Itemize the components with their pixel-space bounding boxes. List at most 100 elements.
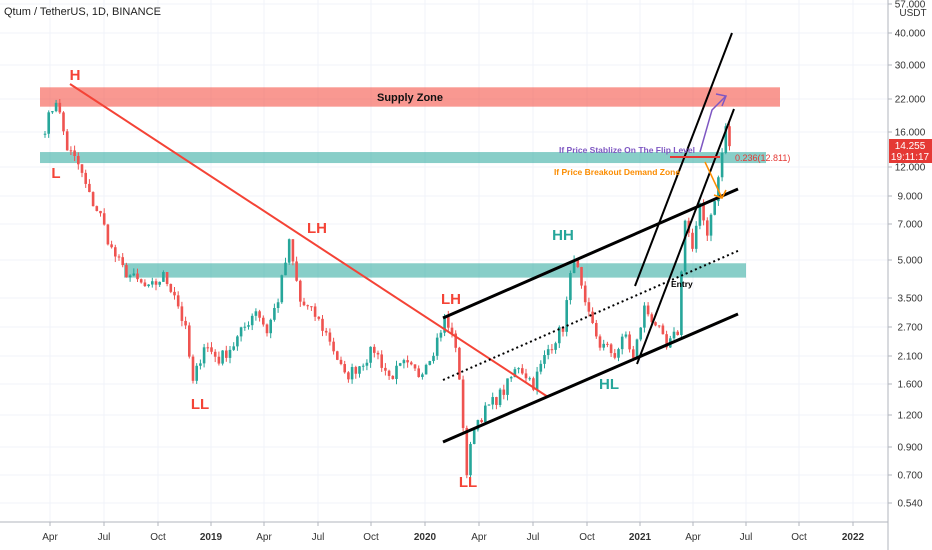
candle-body [184,320,187,326]
candle-body [546,349,550,356]
candle-body [291,239,295,262]
candle-body [191,356,195,381]
candle-body [498,389,502,405]
candle-body [569,273,572,301]
candle-body [635,339,639,358]
candle-body [91,192,95,207]
candle-body [391,375,395,379]
candle-body [276,302,280,308]
candle-body [143,282,147,287]
candle-body [147,284,150,287]
chart-title: Qtum / TetherUS, 1D, BINANCE [4,6,161,18]
candle-body [84,172,87,184]
annotation-text: If Price Breakout Demand Zone [554,167,680,177]
candle-body [484,405,487,423]
y-tick-label: 16.000 [895,128,926,139]
candle-body [77,155,80,165]
x-axis[interactable]: Apr Jul Oct 2019 Apr Jul Oct 2020 Apr Jul Oct 2021 A… [0,521,888,543]
candle-body [395,365,398,379]
breakout-arrow-path [704,161,723,199]
candle-body [576,259,580,268]
candle-body [558,327,561,344]
candle-body [528,378,531,380]
candle-body [672,331,676,339]
candle-body [384,367,387,371]
candle-body [728,126,731,147]
candle-body [506,378,509,395]
grid [0,0,888,522]
y-tick-label: 5.000 [897,256,922,267]
candle-body [162,272,165,282]
candle-body [628,334,631,350]
candle-body [376,352,380,355]
candle-body [554,343,557,350]
y-tick-label: 0.700 [897,471,922,482]
candle-body [206,347,210,349]
candle-body [539,363,543,372]
candle-body [417,368,420,377]
steep-channel-right [636,108,735,365]
candle-body [265,324,269,334]
y-axis[interactable]: 57.000 40.000 30.000 22.000 16.000 12.000 9.00… [887,0,932,550]
candle-body [583,285,587,303]
candle-body [617,349,620,358]
candle-body [317,316,321,319]
candle-body [110,244,113,248]
candle-body [287,239,291,263]
candle-body [513,369,517,378]
candle-body [472,429,476,444]
candle-body [221,350,224,364]
candle-body [595,322,598,337]
candle-body [491,397,494,405]
candle-body [373,346,376,353]
candle-body [535,371,539,390]
candle-body [310,306,313,308]
y-axis-bg [888,0,932,550]
candle-body [598,336,602,348]
candle-body [154,281,158,285]
y-tick-label: 22.000 [895,95,926,106]
pivot-label: H [70,67,81,84]
candle-body [350,367,354,380]
y-axis-unit: USDT [899,8,926,19]
candle-body [347,372,350,380]
candle-body [657,325,661,327]
y-tick-label: 30.000 [895,61,926,72]
candle-body [665,334,668,348]
x-tick-label: Jul [98,532,111,543]
candle-body [343,364,346,373]
candle-body [65,131,69,151]
candle-body [620,336,624,350]
y-tick-label: 0.900 [897,443,922,454]
candle-body [517,368,520,370]
candle-body [324,330,328,333]
candle-body [487,404,491,406]
candle-body [69,150,73,152]
candle-body [262,317,265,325]
annotation-text: If Price Stablize On The Flip Level [559,145,695,155]
candle-body [51,111,54,113]
candle-body [454,333,457,348]
candle-body [176,295,180,307]
candle-body [580,267,583,286]
candle-body [228,349,232,358]
candle-body [424,364,428,375]
stabilize-arrow-head [715,93,728,107]
candle-body [720,152,724,178]
pivot-label: LH [307,220,327,237]
candle-body [299,280,302,302]
candle-body [217,356,221,364]
candle-body [173,291,176,296]
candles [43,98,731,479]
y-tick-label: 3.500 [897,294,922,305]
candle-body [698,203,702,226]
x-tick-label: Jul [740,532,753,543]
x-tick-label: 2022 [842,532,865,543]
candle-body [117,256,121,258]
candle-body [247,325,250,327]
y-tick-label: 57.000 [895,0,926,11]
candle-body [354,367,358,374]
candle-body [243,326,247,328]
candle-body [591,311,594,323]
